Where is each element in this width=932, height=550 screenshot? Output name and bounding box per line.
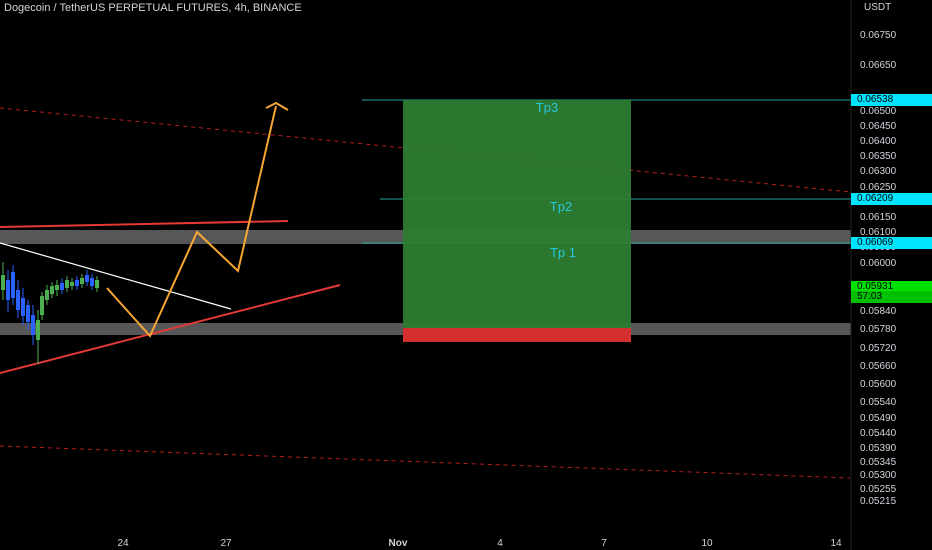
date-tick-label: 10	[701, 538, 713, 549]
candle-body	[31, 315, 35, 335]
price-tick-label: 0.06000	[860, 257, 897, 269]
candle-body	[40, 296, 44, 315]
candle-body	[45, 290, 49, 300]
price-tick-label: 0.05390	[860, 442, 897, 454]
price-tag: 0.06209	[851, 193, 932, 205]
price-tick-label: 0.05345	[860, 456, 897, 468]
price-tick-label: 0.06750	[860, 29, 897, 41]
candle-body	[80, 278, 84, 284]
candle-body	[26, 305, 30, 322]
candle-body	[90, 278, 94, 286]
price-tick-label: 0.05720	[860, 342, 897, 354]
date-tick-label: 4	[497, 538, 503, 549]
date-tick-label: 27	[220, 538, 232, 549]
price-tick-label: 0.06350	[860, 151, 897, 163]
price-tick-label: 0.05540	[860, 397, 897, 409]
candle-body	[70, 282, 74, 286]
price-tick-label: 0.06400	[860, 135, 897, 147]
price-tick-label: 0.06450	[860, 120, 897, 132]
price-tick-label: 0.05255	[860, 483, 897, 495]
candle-body	[16, 290, 20, 310]
price-unit: USDT	[864, 2, 892, 13]
profit-zone[interactable]	[403, 100, 631, 328]
lower-channel-dashed-line	[0, 445, 851, 479]
price-tick-label: 0.05600	[860, 379, 897, 391]
date-tick-label: 24	[117, 538, 129, 549]
target-label: Tp 1	[549, 245, 577, 260]
price-tick-label: 0.06250	[860, 181, 897, 193]
candle-body	[55, 285, 59, 290]
price-tick-label: 0.06100	[860, 227, 897, 239]
candle-body	[36, 320, 40, 340]
price-tag: 0.06069	[851, 237, 932, 249]
price-tick-label: 0.06300	[860, 166, 897, 178]
candle-body	[75, 280, 79, 286]
price-tick-label: 0.06500	[860, 105, 897, 117]
candlesticks	[1, 262, 99, 364]
upper-trendline[interactable]	[0, 220, 289, 228]
candle-body	[6, 280, 10, 300]
rising-support-trendline[interactable]	[0, 284, 341, 374]
price-tick-label: 0.05780	[860, 324, 897, 336]
projected-path-arrowhead	[265, 101, 289, 111]
date-tick-label: 7	[601, 538, 607, 549]
price-tick-label: 0.05215	[860, 496, 897, 508]
bar-countdown: 57:03	[851, 291, 932, 303]
target-label: Tp2	[549, 199, 573, 214]
candle-body	[11, 272, 15, 298]
candle-body	[95, 280, 99, 288]
price-tick-label: 0.05840	[860, 306, 897, 318]
candle-body	[21, 298, 25, 316]
projected-path[interactable]	[106, 105, 277, 338]
candle-body	[1, 275, 5, 290]
price-tick-label: 0.05490	[860, 412, 897, 424]
price-tag: 0.06538	[851, 94, 932, 106]
price-tick-label: 0.05440	[860, 427, 897, 439]
date-tick-label: Nov	[388, 538, 408, 549]
chart-title: Dogecoin / TetherUS PERPETUAL FUTURES, 4…	[4, 2, 302, 14]
candle-body	[50, 286, 54, 294]
price-tag: 0.05931	[851, 281, 932, 293]
date-tick-label: 14	[830, 538, 842, 549]
price-tick-label: 0.06650	[860, 59, 897, 71]
descending-trendline[interactable]	[0, 242, 232, 310]
target-label: Tp3	[535, 100, 559, 115]
price-tick-label: 0.06150	[860, 211, 897, 223]
price-tick-label: 0.05300	[860, 470, 897, 482]
candle-body	[60, 283, 64, 290]
price-tick-label: 0.05660	[860, 360, 897, 372]
candle-body	[85, 275, 89, 282]
candle-body	[65, 280, 69, 288]
stop-loss-zone[interactable]	[403, 328, 631, 342]
